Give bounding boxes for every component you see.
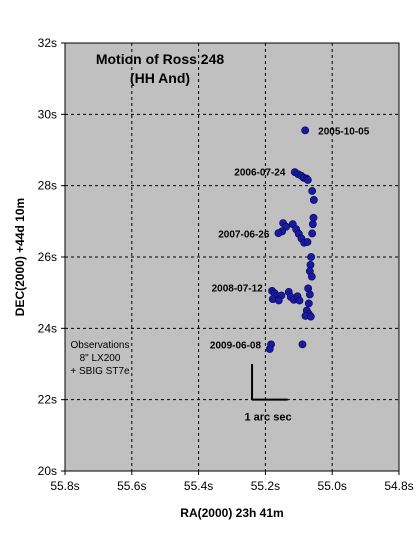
x-tick-label: 55.8s <box>50 479 79 493</box>
data-point <box>274 296 283 305</box>
date-annotation: 2009-06-08 <box>210 340 262 351</box>
y-tick-label: 32s <box>38 36 57 50</box>
data-point <box>306 312 315 321</box>
date-annotation: 2007-06-26 <box>218 229 270 240</box>
scale-bar-label: 1 arc sec <box>244 412 291 424</box>
x-tick-label: 55.4s <box>184 479 213 493</box>
data-point <box>303 238 312 246</box>
y-tick-label: 22s <box>38 393 57 407</box>
y-tick-label: 26s <box>38 250 57 264</box>
date-annotation: 2006-07-24 <box>234 167 286 178</box>
data-point <box>304 299 313 308</box>
x-tick-label: 55.2s <box>251 479 280 493</box>
data-point <box>303 176 312 184</box>
date-annotations: 2005-10-05 2006-07-24 2007-06-26 2008-07-12… <box>210 126 370 351</box>
data-point <box>307 272 316 281</box>
y-tick-label: 30s <box>38 107 57 121</box>
data-point <box>309 213 318 222</box>
data-point <box>274 229 283 238</box>
data-point <box>265 345 274 353</box>
data-point <box>298 340 307 349</box>
data-point <box>306 260 315 269</box>
x-tick-label: 55.6s <box>117 479 146 493</box>
x-tick-label: 55.0s <box>318 479 347 493</box>
chart-title-line2: (HH And) <box>130 70 190 86</box>
data-point <box>295 296 304 305</box>
observation-note-line: + SBIG ST7e <box>70 366 130 377</box>
chart-title-line1: Motion of Ross 248 <box>96 51 225 67</box>
y-tick-label: 20s <box>38 464 57 478</box>
grid-lines <box>61 42 400 475</box>
scale-bar: 1 arc sec <box>244 364 292 424</box>
tick-labels: 55.8s 55.6s 55.4s 55.2s 55.0s 54.8s 20s 22s 24s 2… <box>38 36 414 493</box>
data-point <box>308 229 317 238</box>
data-point <box>308 220 317 229</box>
data-point <box>305 290 314 299</box>
y-tick-label: 28s <box>38 179 57 193</box>
date-annotation: 2008-07-12 <box>212 283 264 294</box>
y-tick-label: 24s <box>38 321 57 335</box>
observation-note-line: Observations <box>71 340 130 351</box>
y-axis-title: DEC(2000) +44d 10m <box>13 198 27 316</box>
date-annotation: 2005-10-05 <box>318 126 370 137</box>
data-point <box>307 253 316 261</box>
x-axis-title: RA(2000) 23h 41m <box>180 506 283 520</box>
data-point <box>301 126 310 135</box>
x-tick-label: 54.8s <box>384 479 413 493</box>
data-point <box>309 196 318 204</box>
observation-note-line: 8" LX200 <box>80 353 121 364</box>
observation-note: Observations 8" LX200 + SBIG ST7e <box>70 340 130 377</box>
data-point <box>308 187 317 195</box>
data-points <box>265 126 318 353</box>
